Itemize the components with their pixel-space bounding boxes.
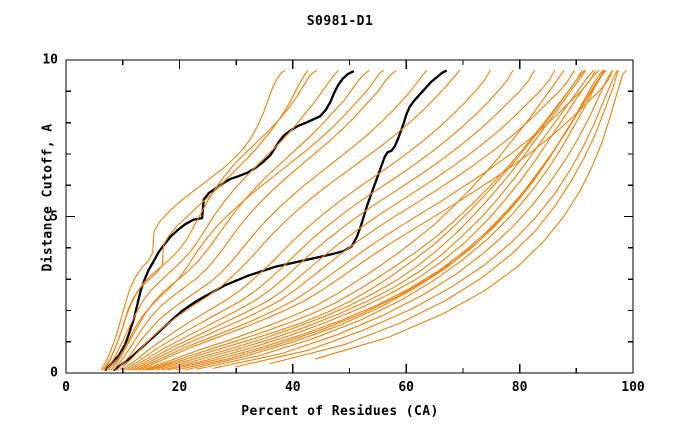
series-line-ensemble-23 [167,70,606,371]
series-line-ensemble-09 [107,70,385,371]
series-line-ensemble-08 [119,70,461,371]
series-line-ensemble-17 [142,70,565,371]
series-line-ensemble-26 [195,70,605,370]
series-line-ensemble-28 [235,70,618,368]
series-line-ensemble-14 [133,70,575,371]
series-line-ensemble-27 [212,70,614,369]
series-line-ensemble-25 [184,70,603,371]
series-line-ensemble-16 [139,70,614,371]
series-layer [100,69,627,372]
series-line-ensemble-03 [106,70,339,371]
series-line-ensemble-11 [124,70,514,371]
x-tick-label: 20 [171,380,188,395]
plot-frame [65,59,634,374]
x-axis-label: Percent of Residues (CA) [241,404,439,419]
series-line-ensemble-20 [150,70,586,371]
x-tick-label: 60 [398,380,415,395]
page-title: S0981-D1 [306,14,374,29]
series-line-ensemble-22 [161,70,600,371]
series-line-ensemble-13 [130,70,556,371]
series-line-ensemble-19 [147,70,583,371]
x-tick-label: 80 [511,380,528,395]
y-axis-label: Distance Cutoff, A [40,123,56,272]
series-line-ensemble-30 [314,70,627,360]
series-line-ensemble-21 [156,70,594,371]
x-tick-label: 40 [284,380,301,395]
y-tick-label: 5 [50,209,58,224]
series-line-ensemble-07 [116,70,428,371]
series-line-ensemble-15 [136,70,597,371]
axes-layer [65,59,634,374]
series-line-ensemble-05 [110,70,370,371]
series-line-ensemble-24 [176,70,607,371]
series-line-ensemble-06 [113,70,397,371]
series-line-ensemble-29 [269,70,619,365]
series-line-ensemble-18 [144,70,585,371]
series-line-ensemble-01 [100,70,286,371]
y-tick-label: 10 [42,52,58,68]
x-tick-label: 0 [62,380,70,395]
series-line-reference-model-2 [113,69,448,372]
series-line-ensemble-04 [102,70,309,371]
series-line-ensemble-10 [122,70,491,371]
x-tick-label: 100 [621,380,645,395]
series-line-ensemble-02 [104,70,318,371]
y-tick-label: 0 [50,365,58,381]
series-line-ensemble-12 [127,70,535,371]
